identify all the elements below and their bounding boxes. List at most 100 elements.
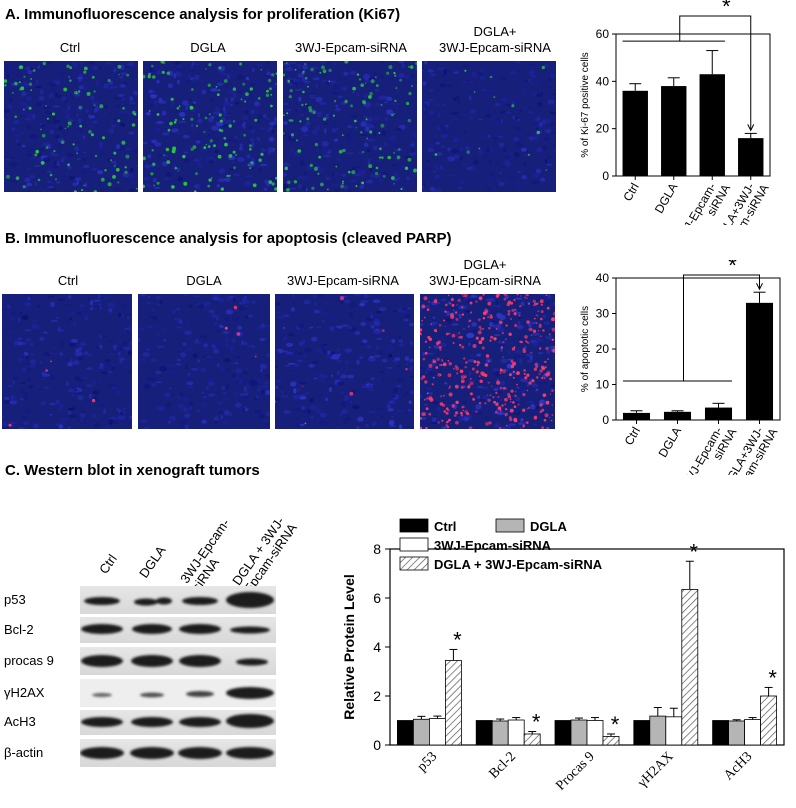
y-tick-label: 2 xyxy=(373,688,381,704)
parp-image-dgla xyxy=(138,294,270,429)
legend-swatch xyxy=(399,556,429,571)
bar xyxy=(622,90,648,176)
legend-label: Ctrl xyxy=(434,519,456,534)
ki67-image-combo xyxy=(422,61,556,192)
protein-label-bactin: β-actin xyxy=(4,745,44,760)
parp-image-combo xyxy=(420,294,555,429)
y-axis-label: % of Ki-67 positive cells xyxy=(580,52,591,158)
y-tick-label: 6 xyxy=(373,590,381,606)
y-tick-label: 0 xyxy=(373,737,381,753)
parp-image-3wj xyxy=(275,294,414,429)
y-tick-label: 60 xyxy=(596,27,610,41)
bar xyxy=(663,411,692,420)
x-tick-label: AcH3 xyxy=(721,749,755,783)
bar xyxy=(445,660,462,746)
protein-label-p53: p53 xyxy=(4,592,26,607)
b-label-ctrl: Ctrl xyxy=(57,273,79,288)
arrow-head xyxy=(756,282,763,291)
x-tick-label: DGLA xyxy=(652,181,680,216)
bar xyxy=(699,74,725,176)
section-b-title: B. Immunofluorescence analysis for apopt… xyxy=(5,230,452,247)
x-tick-label: Ctrl xyxy=(622,425,643,448)
lane-label-ctrl: Ctrl xyxy=(96,551,120,577)
significance-star: * xyxy=(611,712,620,737)
legend-label: 3WJ-Epcam-siRNA xyxy=(434,538,552,553)
bar xyxy=(633,720,651,746)
bar xyxy=(681,589,699,746)
protein-label-gh2ax: γH2AX xyxy=(4,685,45,700)
chart-ki67: 0 20 40 60 % of Ki-67 positive cells Ctrl DGLA… xyxy=(580,0,772,225)
y-axis-label: Relative Protein Level xyxy=(341,574,357,720)
chart-western-quant: 0 2 4 6 8 Relative Protein Level * p53 * Bcl-2 * Pr… xyxy=(341,518,785,794)
significance-star: * xyxy=(532,710,541,735)
significance-star: * xyxy=(722,0,731,19)
legend-label: DGLA xyxy=(530,519,567,534)
parp-image-ctrl xyxy=(2,294,132,429)
bar xyxy=(586,720,604,746)
bar xyxy=(622,412,651,420)
section-a-title: A. Immunofluorescence analysis for proli… xyxy=(5,6,401,23)
bar xyxy=(738,138,764,176)
bar xyxy=(570,719,588,746)
bar xyxy=(704,407,733,420)
bar xyxy=(745,302,774,420)
protein-label-ach3: AcH3 xyxy=(4,714,36,729)
significance-star: * xyxy=(690,539,699,564)
b-label-dgla: DGLA xyxy=(186,273,222,288)
bar xyxy=(413,718,430,746)
y-tick-label: 40 xyxy=(596,271,610,285)
protein-label-bcl2: Bcl-2 xyxy=(4,622,34,637)
protein-label-procas9: procas 9 xyxy=(4,653,54,668)
y-tick-label: 40 xyxy=(596,74,610,88)
y-tick-label: 10 xyxy=(596,378,610,392)
significance-star: * xyxy=(728,260,737,278)
y-tick-label: 0 xyxy=(602,169,609,183)
y-tick-label: 8 xyxy=(373,541,381,557)
legend-swatch xyxy=(495,518,525,533)
x-tick-label: DGLA xyxy=(656,425,684,460)
legend-swatch xyxy=(399,518,429,533)
y-tick-label: 20 xyxy=(596,342,610,356)
significance-bracket xyxy=(683,274,760,381)
bar xyxy=(491,720,509,746)
bar xyxy=(602,736,620,746)
bar xyxy=(507,719,525,746)
bar xyxy=(744,719,762,746)
arrow-head xyxy=(747,124,755,132)
lane-label-dgla: DGLA xyxy=(136,542,169,581)
a-label-dgla: DGLA xyxy=(190,40,226,55)
bar xyxy=(649,715,667,746)
x-tick-label: Bcl-2 xyxy=(486,749,519,782)
bar xyxy=(712,720,730,746)
ki67-image-ctrl xyxy=(4,61,138,192)
blot-lane-labels: Ctrl DGLA 3WJ-Epcam- siRNA DGLA + 3WJ- E… xyxy=(82,490,322,596)
significance-star: * xyxy=(768,665,777,690)
bar xyxy=(429,718,446,746)
b-label-3wj: 3WJ-Epcam-siRNA xyxy=(287,273,399,288)
ki67-image-dgla xyxy=(143,61,277,192)
legend-label: DGLA + 3WJ-Epcam-siRNA xyxy=(434,557,603,572)
section-c-title: C. Western blot in xenograft tumors xyxy=(5,462,260,479)
x-tick-label: p53 xyxy=(415,749,440,774)
a-label-ctrl: Ctrl xyxy=(59,40,81,55)
ki67-image-3wj xyxy=(283,61,417,192)
y-axis-label: % of apoptotic cells xyxy=(580,306,591,392)
plot-frame xyxy=(615,33,771,177)
bar xyxy=(760,695,778,746)
western-blot-image xyxy=(80,586,276,767)
significance-bracket xyxy=(679,15,752,130)
bar xyxy=(665,716,683,746)
bar xyxy=(523,733,541,746)
bar xyxy=(475,720,493,746)
bar xyxy=(397,720,414,746)
significance-star: * xyxy=(453,627,462,652)
x-tick-label: Ctrl xyxy=(620,181,641,204)
y-tick-label: 20 xyxy=(596,122,610,136)
y-tick-label: 4 xyxy=(373,639,381,655)
y-tick-label: 30 xyxy=(596,307,610,321)
y-tick-label: 0 xyxy=(602,413,609,427)
bar xyxy=(661,86,687,176)
b-label-combo: DGLA+ 3WJ-Epcam-siRNA xyxy=(429,257,541,288)
a-label-combo: DGLA+ 3WJ-Epcam-siRNA xyxy=(439,24,551,55)
